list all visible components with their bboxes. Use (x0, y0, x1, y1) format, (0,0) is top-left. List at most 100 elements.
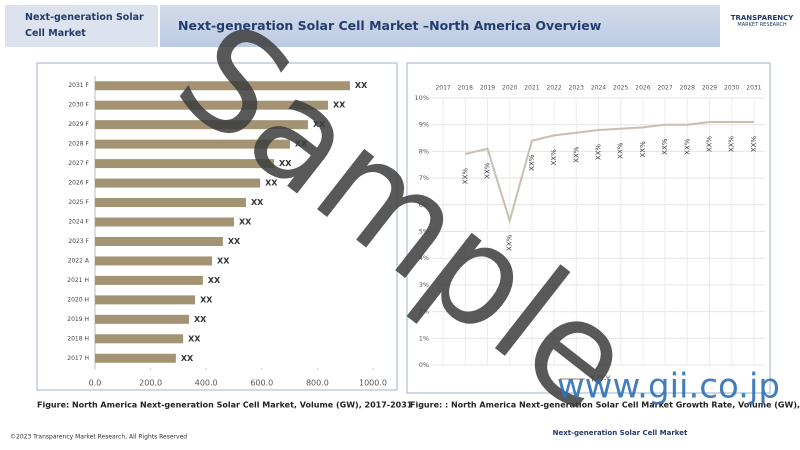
x-tick-label: 400.0 (195, 379, 218, 388)
bar (95, 334, 184, 344)
watermark-site: www.gii.co.jp (557, 367, 780, 407)
x-tick-label: 2022 (546, 85, 561, 92)
data-label: XX% (550, 149, 558, 166)
left-caption: Figure: North America Next-generation So… (37, 401, 413, 410)
y-tick-label: 2017 H (67, 355, 89, 362)
x-tick-label: 2027 (657, 85, 672, 92)
y-tick-label: 2021 H (67, 277, 89, 284)
bar (95, 217, 234, 227)
data-label: XX% (595, 144, 603, 161)
data-label: XX (228, 237, 241, 246)
bar (95, 236, 223, 246)
footer-topic: Next-generation Solar Cell Market (553, 429, 688, 437)
bar (95, 295, 196, 305)
x-tick-label: 2017 (435, 85, 450, 92)
data-label: XX% (572, 146, 580, 163)
data-label: XX% (728, 136, 736, 153)
legend-label: Y-O-Y (589, 375, 611, 384)
logo-text: TRANSPARENCY (730, 14, 794, 22)
x-tick-label: 600.0 (250, 379, 273, 388)
y-tick-label: 2026 F (68, 180, 89, 187)
bar (95, 178, 261, 188)
y-tick-label: 9% (419, 121, 429, 129)
data-label: XX% (461, 168, 469, 185)
y-tick-label: 6% (419, 201, 429, 209)
data-label: XX (181, 354, 194, 363)
bar (95, 353, 176, 363)
y-tick-label: 2027 F (68, 160, 89, 167)
bar (95, 198, 246, 208)
y-tick-label: 2020 H (67, 296, 89, 303)
data-label: XX (251, 198, 264, 207)
data-label: XX (265, 179, 278, 188)
x-tick-label: 2025 (613, 85, 628, 92)
x-tick-label: 2028 (680, 85, 695, 92)
bar (95, 100, 328, 110)
data-label: XX% (750, 136, 758, 153)
data-label: XX% (528, 154, 536, 171)
x-tick-label: 200.0 (139, 379, 162, 388)
y-tick-label: 8% (419, 147, 429, 155)
data-label: XX (333, 101, 346, 110)
y-tick-label: 7% (419, 174, 429, 182)
data-label: XX (355, 81, 368, 90)
data-label: XX% (683, 138, 691, 155)
x-tick-label: 1000.0 (359, 379, 387, 388)
y-tick-label: 2% (419, 308, 429, 316)
bar (95, 81, 350, 91)
x-tick-label: 2021 (524, 85, 539, 92)
data-label: XX (208, 276, 221, 285)
y-tick-label: 0% (419, 361, 429, 369)
bar (95, 256, 213, 266)
bar (95, 139, 290, 149)
bar (95, 159, 275, 169)
data-label: XX (279, 159, 292, 168)
y-tick-label: 2030 F (68, 102, 89, 109)
data-label: XX (217, 256, 230, 265)
x-tick-label: 800.0 (306, 379, 329, 388)
copyright: ©2023 Transparency Market Research, All … (10, 434, 187, 441)
data-label: XX (295, 140, 308, 149)
y-tick-label: 2029 F (68, 121, 89, 128)
right-caption: Figure: : North America Next-generation … (410, 401, 800, 410)
x-tick-label: 0.0 (89, 379, 102, 388)
x-tick-label: 2020 (502, 85, 517, 92)
data-label: XX% (506, 234, 514, 251)
y-tick-label: 2023 F (68, 238, 89, 245)
data-label: XX% (706, 136, 714, 153)
y-tick-label: 2018 H (67, 335, 89, 342)
section-label: Next-generation Solar Cell Market (5, 5, 158, 47)
y-tick-label: 2025 F (68, 199, 89, 206)
y-tick-label: 2019 H (67, 316, 89, 323)
x-tick-label: 2030 (724, 85, 739, 92)
y-tick-label: 2022 A (68, 257, 90, 264)
data-label: XX (200, 295, 213, 304)
bar (95, 275, 203, 285)
data-label: XX% (617, 142, 625, 159)
y-tick-label: 5% (419, 228, 429, 236)
x-tick-label: 2024 (591, 85, 606, 92)
y-tick-label: 3% (419, 281, 429, 289)
logo-subtext: MARKET RESEARCH (737, 22, 787, 28)
bar (95, 120, 308, 130)
data-label: XX (313, 120, 326, 129)
data-label: XX (239, 218, 252, 227)
data-label: XX (194, 315, 207, 324)
x-tick-label: 2023 (569, 85, 584, 92)
y-tick-label: 4% (419, 254, 429, 262)
x-tick-label: 2019 (480, 85, 495, 92)
y-tick-label: 1% (419, 334, 429, 342)
data-label: XX% (484, 162, 492, 179)
bar (95, 314, 189, 324)
y-tick-label: 2028 F (68, 141, 89, 148)
x-tick-label: 2018 (458, 85, 473, 92)
x-tick-label: 2029 (702, 85, 717, 92)
slide-title: Next-generation Solar Cell Market –North… (160, 5, 720, 47)
x-tick-label: 2031 (746, 85, 761, 92)
y-tick-label: 2024 F (68, 219, 89, 226)
x-tick-label: 2026 (635, 85, 650, 92)
y-tick-label: 2031 F (68, 82, 89, 89)
y-tick-label: 10% (415, 94, 429, 102)
